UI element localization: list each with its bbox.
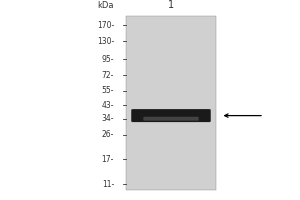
Text: 95-: 95- <box>101 55 114 64</box>
Text: 55-: 55- <box>101 86 114 95</box>
Text: kDa: kDa <box>98 1 114 10</box>
FancyBboxPatch shape <box>131 109 211 122</box>
Text: 170-: 170- <box>97 21 114 30</box>
Text: 1: 1 <box>168 0 174 10</box>
Text: 43-: 43- <box>101 101 114 110</box>
Text: 34-: 34- <box>101 114 114 123</box>
Bar <box>126 16 216 190</box>
FancyBboxPatch shape <box>143 117 199 121</box>
Text: 26-: 26- <box>102 130 114 139</box>
Text: 72-: 72- <box>102 71 114 80</box>
Text: 11-: 11- <box>102 180 114 189</box>
Text: 17-: 17- <box>102 155 114 164</box>
Text: 130-: 130- <box>97 37 114 46</box>
